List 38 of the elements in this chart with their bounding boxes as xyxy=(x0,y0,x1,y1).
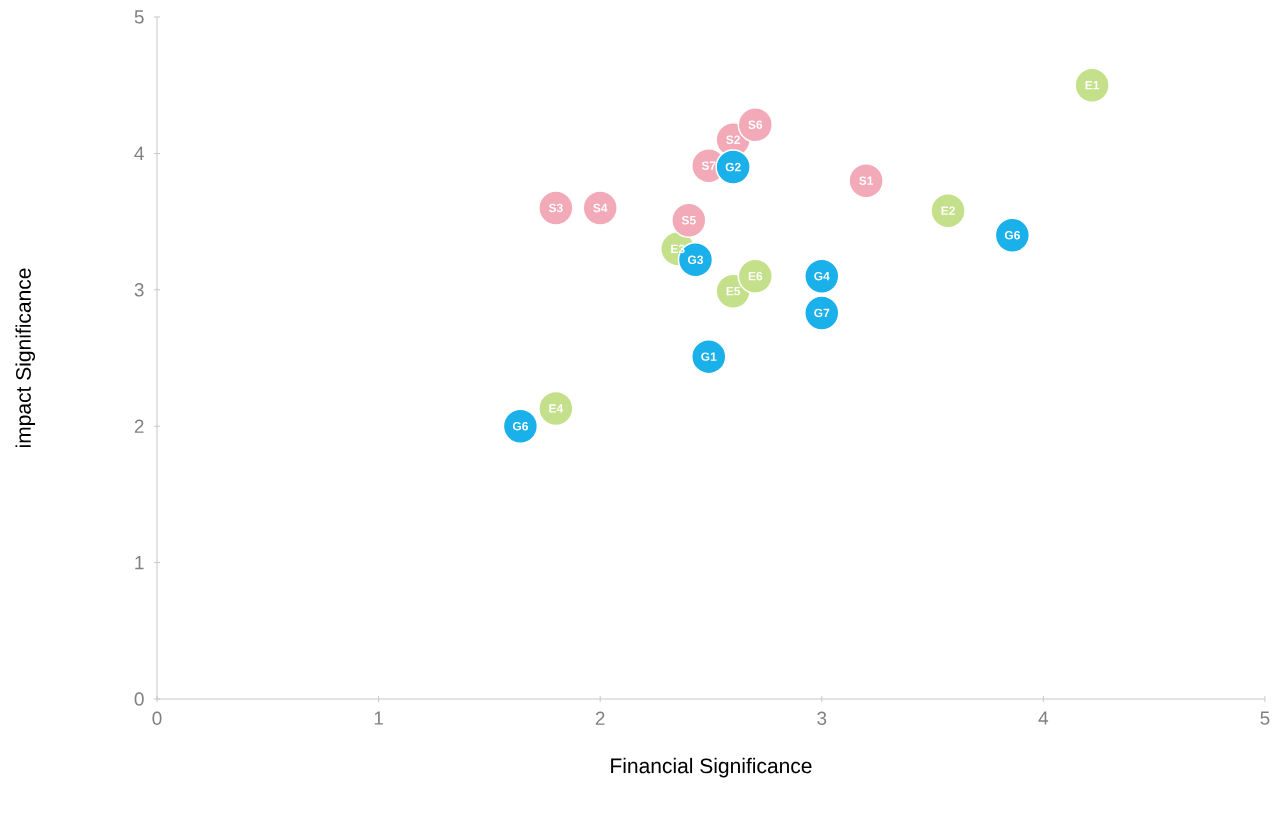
annotation: G6 xyxy=(512,421,528,431)
point xyxy=(538,390,574,427)
annotation: E4 xyxy=(549,404,564,413)
annotation: S7 xyxy=(701,161,716,170)
x-tick-label: 4 xyxy=(1038,711,1049,725)
y-tick-label: 3 xyxy=(134,283,144,297)
y-tick-label: 1 xyxy=(135,556,144,570)
point xyxy=(930,192,966,229)
annotation: S4 xyxy=(593,203,608,213)
point xyxy=(671,202,707,238)
x-tick-label: 0 xyxy=(152,711,162,725)
annotation: S1 xyxy=(859,176,874,185)
x-tick-label: 2 xyxy=(595,711,605,725)
x-tick-label: 3 xyxy=(817,711,827,725)
point xyxy=(1074,67,1110,103)
annotation: G2 xyxy=(725,162,741,172)
annotation: G6 xyxy=(1004,230,1020,240)
annotation: E5 xyxy=(726,286,741,296)
annotation: S3 xyxy=(548,203,563,213)
annotation: G7 xyxy=(814,308,830,318)
x-axis-title: Financial Significance xyxy=(611,757,812,778)
x-tick-label: 1 xyxy=(374,711,383,725)
y-tick-label: 0 xyxy=(134,692,144,706)
annotation: G1 xyxy=(701,352,717,361)
annotation: E2 xyxy=(941,206,955,215)
annotation: S5 xyxy=(681,215,696,225)
annotation: S6 xyxy=(748,120,763,129)
y-axis-title: impact Significance xyxy=(15,268,36,448)
annotation: G4 xyxy=(814,271,830,281)
annotation: E1 xyxy=(1085,81,1100,90)
y-tick-label: 2 xyxy=(134,419,144,433)
x-tick-label: 5 xyxy=(1260,711,1270,725)
annotation: S2 xyxy=(726,135,740,144)
annotation: G3 xyxy=(687,255,704,265)
annotation: E6 xyxy=(748,271,763,281)
y-tick-label: 5 xyxy=(134,10,144,24)
point xyxy=(848,162,884,199)
y-tick-label: 4 xyxy=(134,146,144,160)
